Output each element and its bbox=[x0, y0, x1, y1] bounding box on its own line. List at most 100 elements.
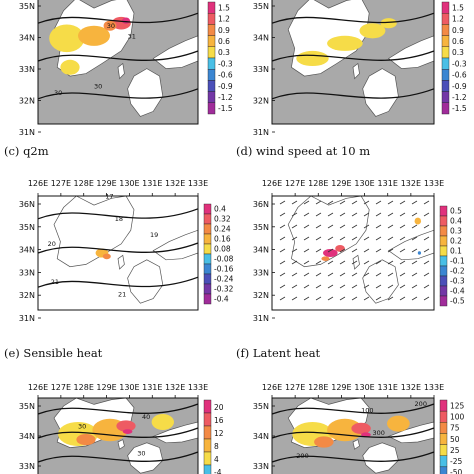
colorbar-label: -1.5 bbox=[452, 104, 467, 113]
wind-vector bbox=[399, 224, 406, 229]
colorbar-label: -0.24 bbox=[214, 275, 234, 284]
colorbar-segment bbox=[439, 422, 448, 434]
contour-label: 30 bbox=[54, 89, 62, 97]
wind-vector bbox=[303, 296, 310, 301]
wind-vector bbox=[291, 296, 298, 301]
lon-tick-label: 128E bbox=[74, 383, 94, 392]
lon-tick-label: 133E bbox=[188, 383, 208, 392]
contour-label: 200 bbox=[415, 400, 427, 408]
coastline bbox=[362, 68, 399, 117]
colorbar-segment bbox=[439, 433, 448, 445]
wind-vector bbox=[375, 296, 382, 301]
wind-vector bbox=[279, 260, 286, 265]
wind-vector bbox=[351, 200, 358, 205]
wind-vector bbox=[363, 260, 370, 265]
lat-tick-label: 35N bbox=[253, 223, 269, 232]
colorbar-segment bbox=[203, 438, 212, 453]
lon-tick-label: 130E bbox=[354, 383, 374, 392]
wind-vector bbox=[363, 272, 370, 277]
wind-vector bbox=[351, 260, 358, 265]
colorbar-label: -0.9 bbox=[218, 82, 233, 91]
wind-vector bbox=[303, 260, 310, 265]
colorbar-label: -0.5 bbox=[450, 297, 465, 306]
colorbar-label: 0.4 bbox=[214, 205, 226, 214]
panel-b: 35N 34N 33N 32N 31N 1.5 1.2 0.9 0.6 0.3 -0.3 -0.6 -0… bbox=[253, 0, 467, 137]
anomaly-patch bbox=[380, 18, 397, 29]
lat-tick-label: 32N bbox=[253, 291, 269, 300]
lat-tick-label: 31N bbox=[253, 314, 269, 323]
colorbar-segment bbox=[441, 1, 450, 14]
colorbar-segment bbox=[207, 24, 216, 36]
colorbar-label: 8 bbox=[214, 442, 219, 451]
lon-tick-label: 132E bbox=[165, 383, 185, 392]
contour-label: 200 bbox=[296, 452, 308, 460]
wind-vector bbox=[351, 296, 358, 301]
colorbar-segment bbox=[203, 233, 212, 245]
anomaly-patch bbox=[76, 434, 96, 446]
colorbar-label: -0.1 bbox=[450, 257, 465, 266]
colorbar-segment bbox=[203, 263, 212, 275]
colorbar-label: 0.9 bbox=[452, 26, 464, 35]
lon-tick-label: 133E bbox=[188, 179, 208, 188]
colorbar-segment bbox=[441, 46, 450, 59]
contour-line bbox=[271, 451, 435, 463]
colorbar-segment bbox=[439, 285, 448, 297]
anomaly-patch bbox=[314, 436, 334, 448]
lon-tick-label: 129E bbox=[331, 383, 351, 392]
lat-tick-label: 32N bbox=[19, 291, 35, 300]
contour-line bbox=[37, 427, 199, 439]
colorbar-label: 0.9 bbox=[218, 26, 230, 35]
lon-tick-label: 127E bbox=[51, 179, 71, 188]
lat-tick-label: 35N bbox=[19, 223, 35, 232]
contour-label: 21 bbox=[118, 290, 126, 298]
anomaly-patch bbox=[387, 415, 410, 432]
contour-line bbox=[37, 88, 199, 100]
wind-vector bbox=[315, 224, 322, 229]
colorbar-segment bbox=[203, 203, 212, 215]
wind-vector bbox=[375, 236, 382, 241]
wind-vector bbox=[315, 296, 322, 301]
wind-vector bbox=[303, 248, 310, 253]
colorbar-label: 0.5 bbox=[450, 207, 462, 216]
wind-vector bbox=[411, 284, 418, 289]
colorbar-label: -0.2 bbox=[450, 267, 465, 276]
wind-vector bbox=[399, 272, 406, 277]
wind-vector bbox=[387, 248, 394, 253]
anomaly-patch bbox=[359, 23, 386, 39]
wind-vector bbox=[387, 272, 394, 277]
lat-tick-label: 33N bbox=[19, 462, 35, 471]
wind-vector bbox=[423, 212, 430, 217]
wind-vector bbox=[351, 236, 358, 241]
colorbar-label: 0.32 bbox=[214, 215, 231, 224]
lat-tick-label: 31N bbox=[19, 314, 35, 323]
contour-label: 18 bbox=[115, 215, 123, 223]
wind-vector bbox=[339, 296, 346, 301]
anomaly-patch bbox=[414, 217, 422, 225]
coastline bbox=[362, 259, 399, 304]
coastline bbox=[127, 259, 164, 304]
lon-tick-label: 132E bbox=[401, 179, 421, 188]
colorbar-segment bbox=[439, 295, 448, 307]
wind-vector bbox=[315, 272, 322, 277]
lon-tick-label: 128E bbox=[74, 179, 94, 188]
anomaly-patch bbox=[351, 422, 371, 434]
colorbar-label: -0.4 bbox=[214, 295, 229, 304]
wind-vector bbox=[423, 236, 430, 241]
wind-vector bbox=[291, 260, 298, 265]
wind-vector bbox=[315, 212, 322, 217]
lon-tick-label: 126E bbox=[28, 383, 48, 392]
colorbar-label: 0.1 bbox=[450, 247, 462, 256]
colorbar-label: 20 bbox=[214, 403, 224, 412]
wind-vector bbox=[327, 272, 334, 277]
lat-tick-label: 33N bbox=[253, 462, 269, 471]
colorbar-label: 0.2 bbox=[450, 237, 462, 246]
colorbar-segment bbox=[439, 255, 448, 267]
colorbar-segment bbox=[439, 225, 448, 237]
colorbar-label: 25 bbox=[450, 446, 460, 455]
wind-vector bbox=[411, 200, 418, 205]
wind-vector bbox=[363, 236, 370, 241]
wind-vector bbox=[363, 224, 370, 229]
lon-tick-label: 126E bbox=[262, 383, 282, 392]
contour-line bbox=[37, 451, 199, 463]
